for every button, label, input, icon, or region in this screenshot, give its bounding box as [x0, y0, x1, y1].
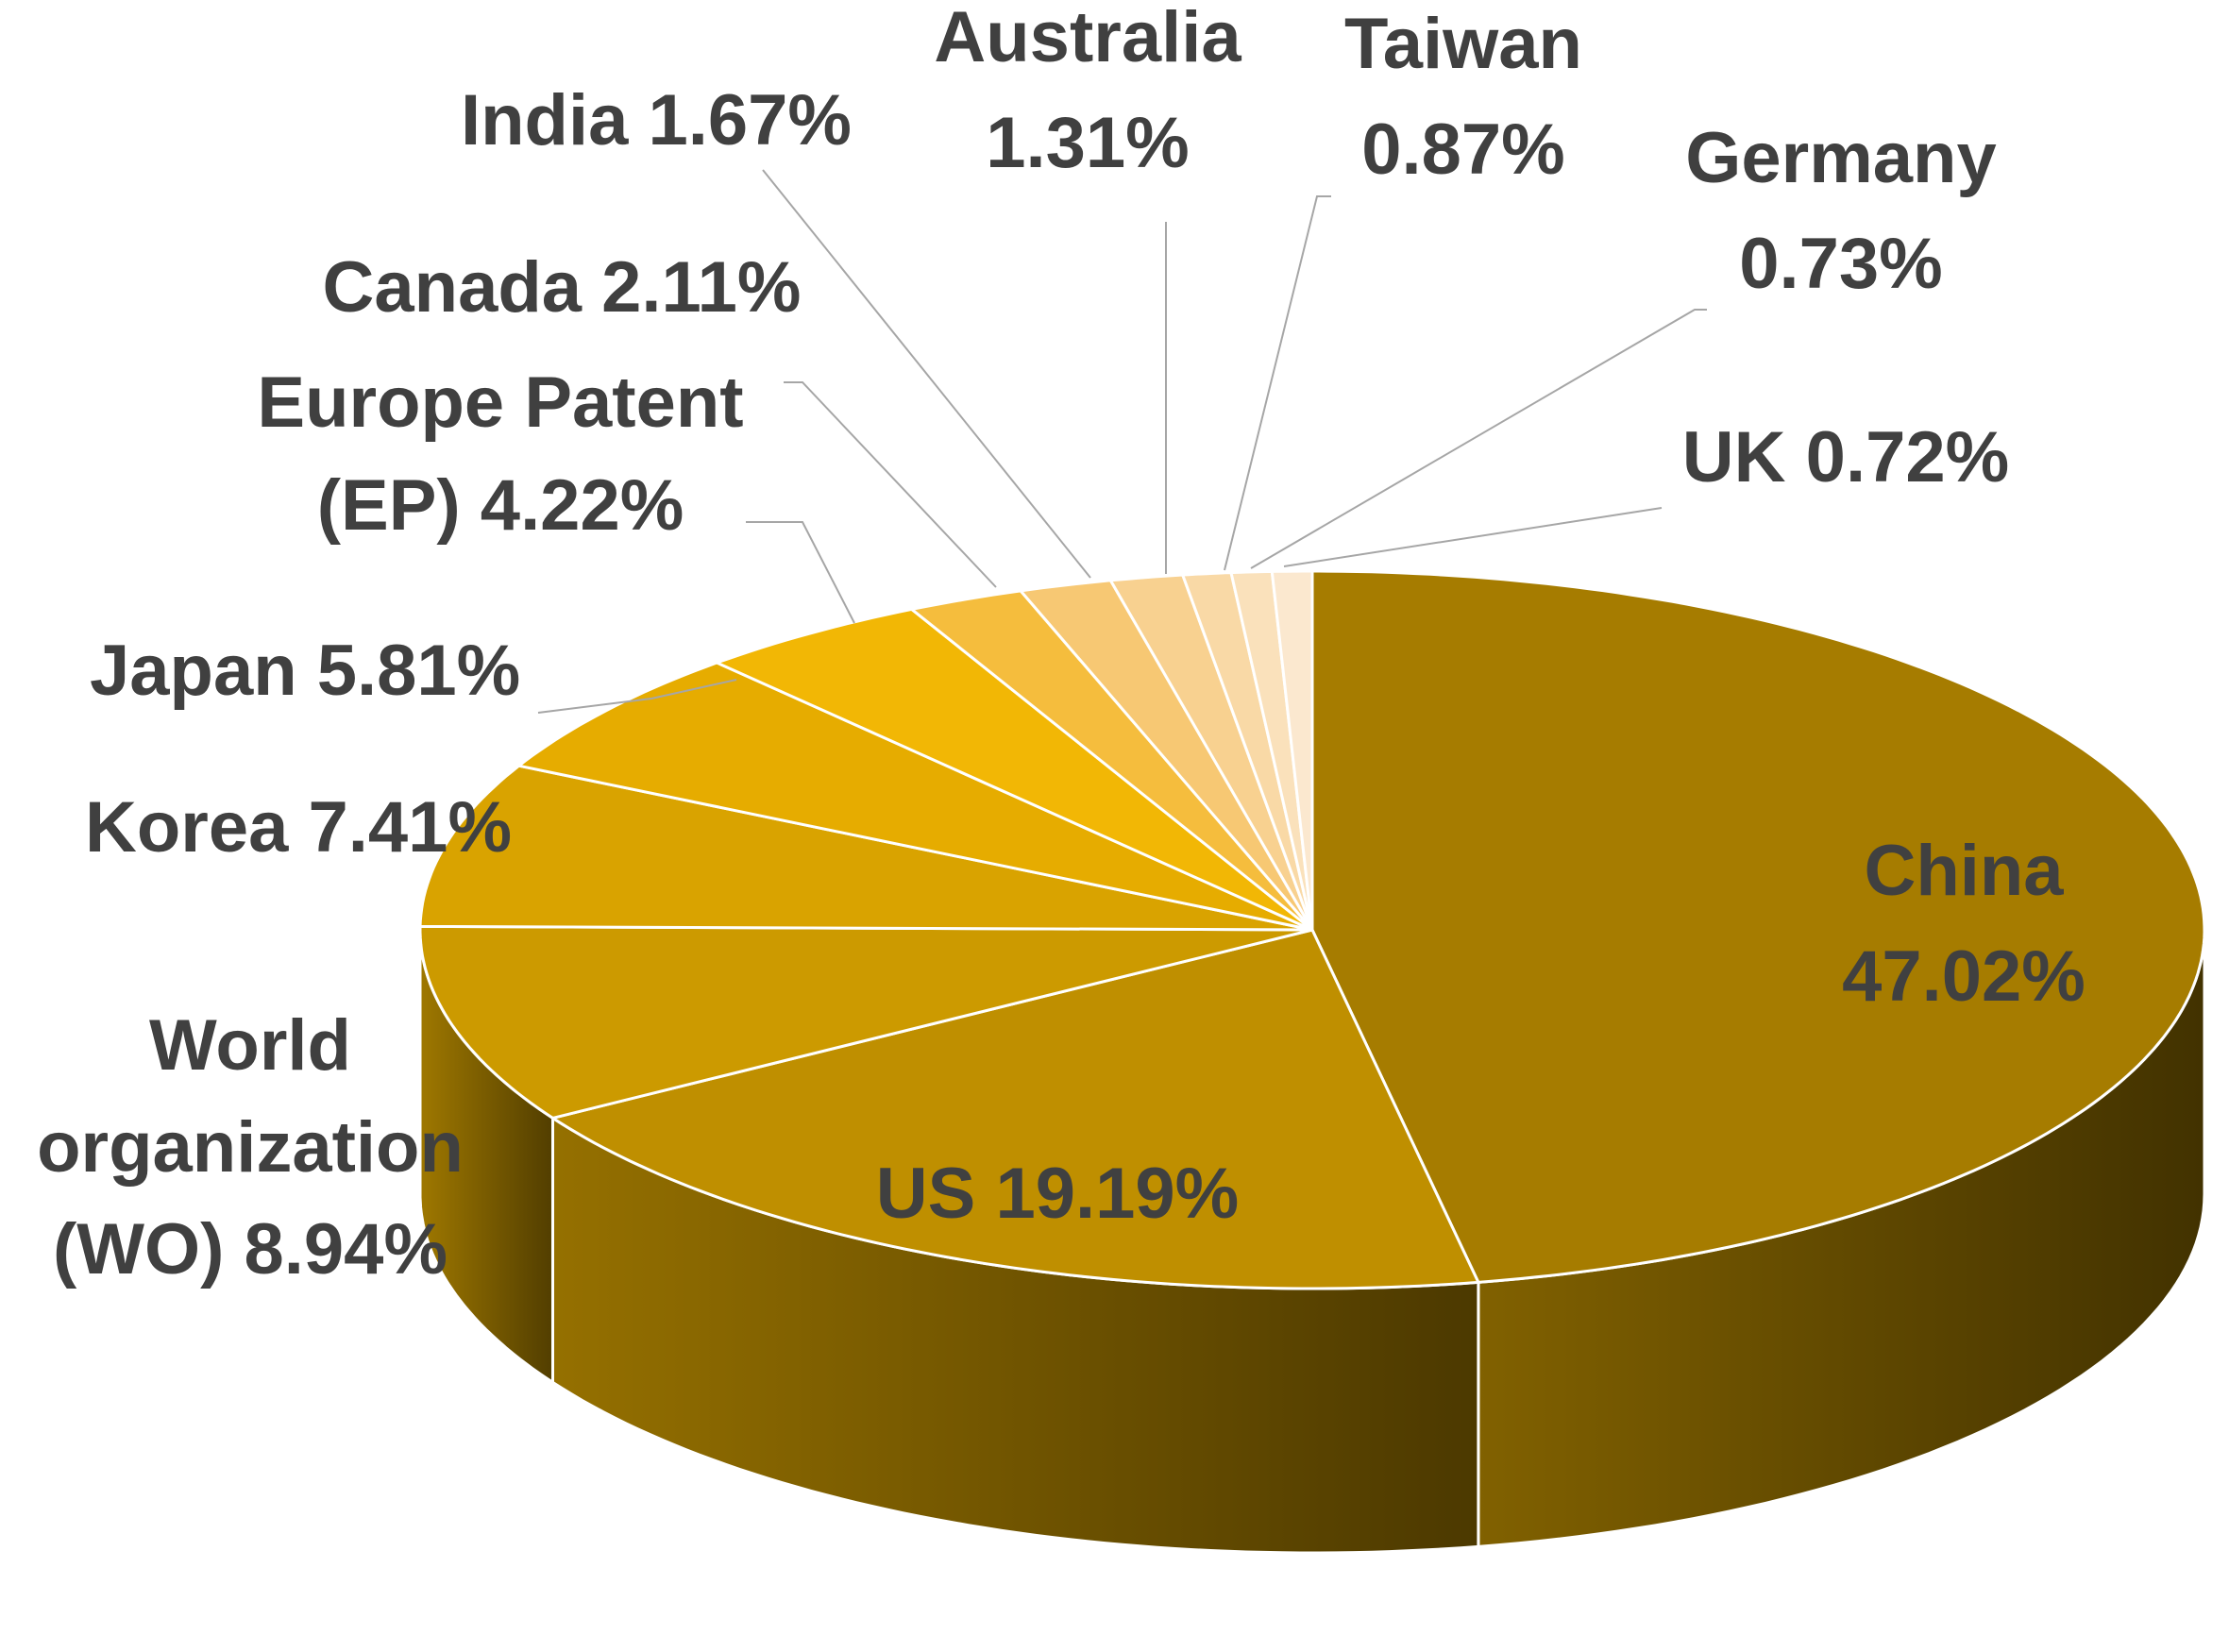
- leader-line-6: [784, 381, 997, 588]
- pie-slice-9: [1181, 571, 1314, 932]
- data-label-line: Taiwan: [1344, 4, 1582, 84]
- leader-line-10: [1250, 309, 1707, 569]
- data-label-line: (EP) 4.22%: [317, 465, 684, 546]
- data-label-2: World organization (WO) 8.94%: [37, 1005, 464, 1290]
- leader-line-9: [1224, 195, 1331, 571]
- data-label-9: Taiwan 0.87%: [1344, 4, 1582, 190]
- leader-line-7: [762, 169, 1091, 579]
- data-label-line: Japan 5.81%: [90, 631, 520, 711]
- pie-slice-11: [1270, 569, 1314, 932]
- data-label-11: UK 0.72%: [1682, 417, 2009, 497]
- data-label-line: 0.87%: [1361, 110, 1565, 190]
- pie-slice-0: [1310, 569, 2206, 1284]
- data-label-10: Germany 0.73%: [1685, 118, 1997, 304]
- pie-slice-4: [517, 661, 1314, 932]
- data-label-4: Japan 5.81%: [90, 631, 520, 711]
- leader-line-4: [537, 679, 737, 714]
- pie-slice-7: [1019, 579, 1314, 932]
- data-label-line: UK 0.72%: [1682, 417, 2009, 497]
- pie-slice-3: [418, 764, 1314, 932]
- data-label-7: India 1.67%: [461, 80, 852, 160]
- data-label-8: Australia 1.31%: [934, 0, 1241, 183]
- data-label-6: Canada 2.11%: [323, 247, 802, 328]
- data-label-line: China: [1864, 831, 2064, 911]
- pie-slice-2: [418, 924, 1314, 1120]
- data-label-line: US 19.19%: [876, 1154, 1239, 1234]
- pie-slice-8: [1108, 573, 1314, 932]
- data-label-line: organization: [37, 1107, 464, 1188]
- data-label-line: 47.02%: [1842, 936, 2085, 1017]
- data-labels: China 47.02% US 19.19% World organization (WO…: [37, 0, 2085, 1290]
- leader-line-11: [1283, 507, 1663, 567]
- data-label-line: (WO) 8.94%: [53, 1209, 447, 1290]
- data-label-line: World: [149, 1005, 351, 1086]
- data-label-line: 1.31%: [986, 103, 1190, 183]
- leader-lines: [537, 169, 1707, 714]
- data-label-line: Europe Patent: [257, 362, 743, 443]
- pie-slice-6: [910, 589, 1314, 932]
- data-label-line: India 1.67%: [461, 80, 852, 160]
- data-label-0: China 47.02%: [1842, 831, 2085, 1017]
- pie-slice-10: [1229, 569, 1314, 932]
- data-label-line: Canada 2.11%: [323, 247, 802, 328]
- data-label-line: Korea 7.41%: [85, 787, 512, 868]
- pie-slices: [418, 569, 2206, 1290]
- data-label-line: 0.73%: [1739, 224, 1943, 304]
- data-label-line: Australia: [934, 0, 1241, 77]
- data-label-line: Germany: [1685, 118, 1997, 198]
- data-label-1: US 19.19%: [876, 1154, 1239, 1234]
- leader-line-5: [746, 521, 855, 624]
- data-label-5: Europe Patent (EP) 4.22%: [257, 362, 743, 546]
- pie-slice-1: [551, 928, 1480, 1290]
- data-label-3: Korea 7.41%: [85, 787, 512, 868]
- pie-slice-5: [715, 607, 1314, 932]
- pie-side-walls: [418, 929, 2206, 1555]
